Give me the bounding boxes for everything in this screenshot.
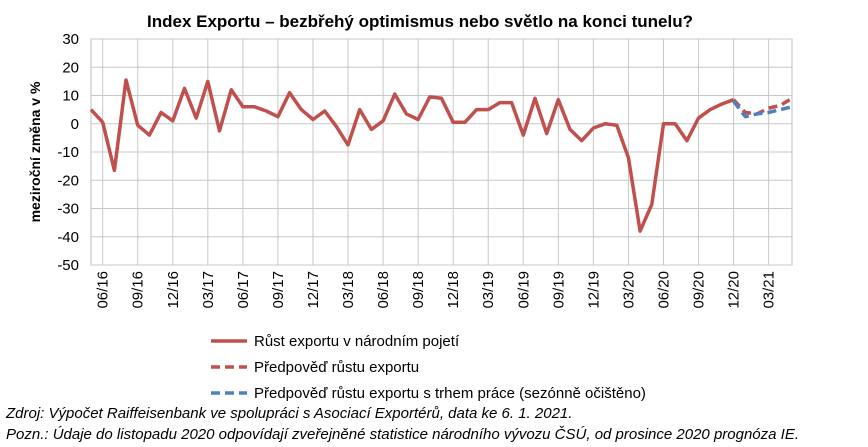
x-tick-label: 09/19 — [550, 271, 567, 309]
x-tick-label: 06/19 — [515, 271, 532, 309]
x-tick-label: 12/18 — [445, 271, 462, 309]
x-tick-label: 03/20 — [620, 271, 637, 309]
y-tick-label: 30 — [62, 31, 79, 48]
legend-label-2: Předpověď růstu exportu — [254, 359, 419, 376]
chart: Index Exportu – bezbřehý optimismus nebo… — [27, 12, 793, 402]
y-tick-label: -40 — [57, 229, 79, 246]
x-tick-label: 03/17 — [200, 271, 217, 309]
y-tick-label: -20 — [57, 172, 79, 189]
legend: Růst exportu v národním pojetí Předpověď … — [211, 333, 646, 402]
y-tick-label: 10 — [62, 88, 79, 105]
x-tick-label: 06/16 — [95, 271, 112, 309]
x-tick-label: 12/17 — [305, 271, 322, 309]
x-tick-label: 06/20 — [655, 271, 672, 309]
x-tick-label: 09/20 — [691, 271, 708, 309]
series-line-2 — [732, 96, 793, 116]
x-tick-label: 06/18 — [375, 271, 392, 309]
series-line-1 — [89, 78, 735, 233]
series-lines — [89, 78, 793, 233]
footnote: Pozn.: Údaje do listopadu 2020 odpovídaj… — [6, 426, 800, 443]
legend-label-1: Růst exportu v národním pojetí — [254, 333, 460, 350]
axes: 30 20 10 0 -10 -20 -30 -40 -50 06/16 09/16 12/16 03/… — [57, 31, 777, 309]
x-tick-label: 09/17 — [270, 271, 287, 309]
y-axis-label: meziroční změna v % — [27, 81, 43, 222]
x-tick-label: 12/20 — [726, 271, 743, 309]
x-tick-label: 03/19 — [480, 271, 497, 309]
x-tick-label: 09/16 — [130, 271, 147, 309]
x-tick-label: 12/19 — [585, 271, 602, 309]
legend-label-3: Předpověď růstu exportu s trhem práce (s… — [254, 385, 646, 402]
y-tick-label: 20 — [62, 59, 79, 76]
y-tick-label: -30 — [57, 201, 79, 218]
series-line-3 — [732, 100, 793, 119]
source-note: Zdroj: Výpočet Raiffeisenbank ve spolupr… — [6, 405, 573, 422]
x-tick-label: 06/17 — [235, 271, 252, 309]
x-tick-label: 09/18 — [410, 271, 427, 309]
x-tick-label: 03/18 — [340, 271, 357, 309]
x-tick-label: 12/16 — [165, 271, 182, 309]
chart-title: Index Exportu – bezbřehý optimismus nebo… — [147, 12, 693, 31]
x-tick-label: 03/21 — [761, 271, 778, 309]
y-tick-label: 0 — [71, 116, 79, 133]
y-tick-label: -50 — [57, 257, 79, 274]
y-tick-label: -10 — [57, 144, 79, 161]
grid — [90, 38, 793, 266]
